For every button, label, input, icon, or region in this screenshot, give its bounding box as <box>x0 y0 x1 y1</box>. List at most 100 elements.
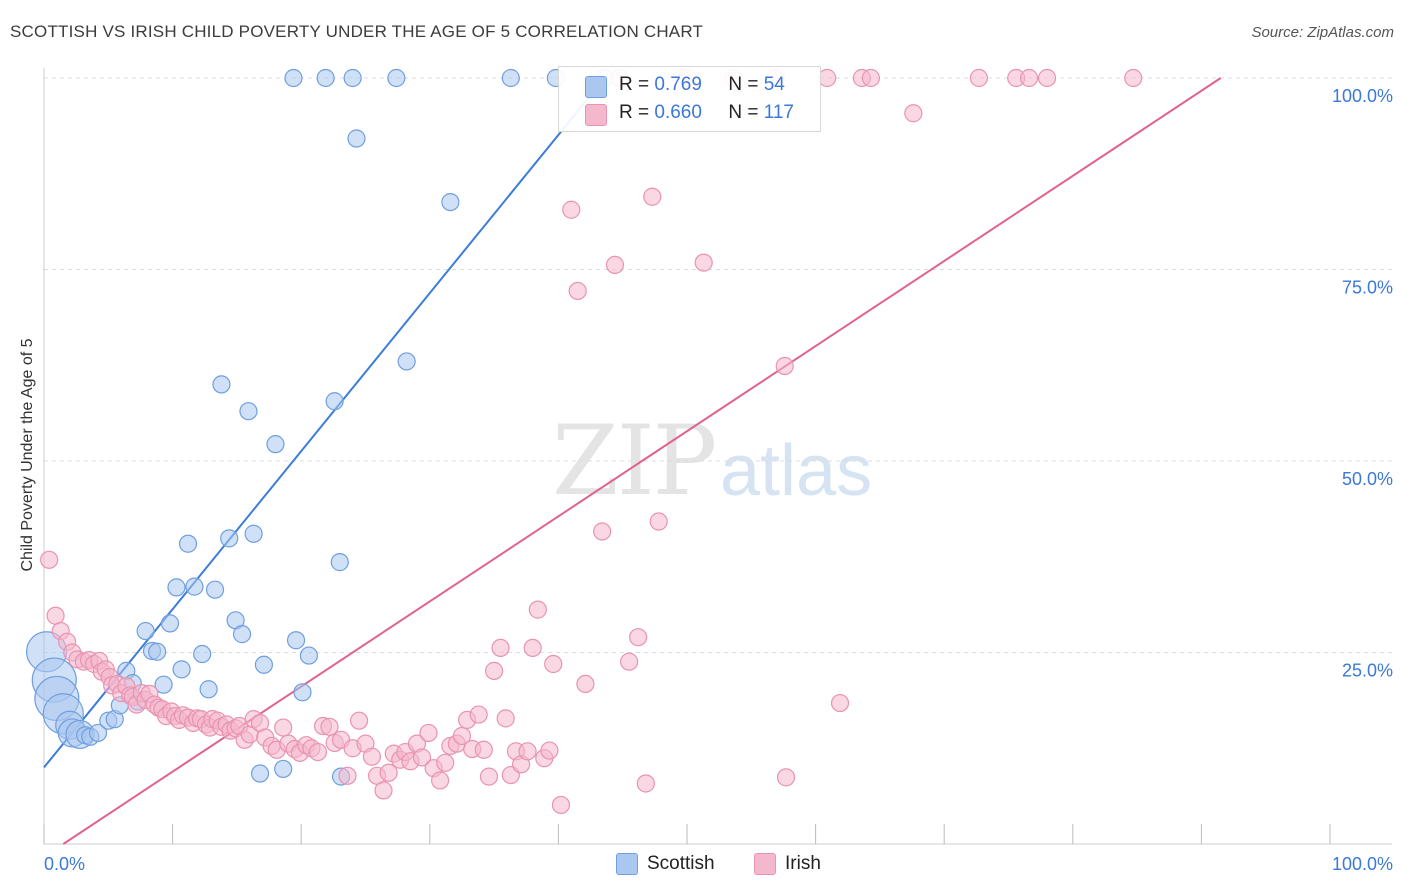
legend-text-irish: R = 0.660 N = 117 <box>619 102 794 124</box>
point-irish-104 <box>593 522 612 541</box>
tick-labels: 25.0% 50.0% 75.0% 100.0% 0.0% 100.0% <box>44 86 1393 874</box>
trend-line-scottish <box>43 77 606 769</box>
point-irish-126 <box>1019 68 1039 88</box>
point-irish-103 <box>576 674 595 694</box>
point-irish-82 <box>452 726 472 746</box>
point-scottish-44 <box>330 553 349 572</box>
legend-n-label: N = <box>728 102 764 123</box>
point-scottish-48 <box>387 68 406 88</box>
point-irish-95 <box>523 638 542 658</box>
point-irish-102 <box>568 281 587 301</box>
x-tick-label-max: 100.0% <box>1332 854 1393 874</box>
point-scottish-18 <box>148 642 167 661</box>
point-irish-90 <box>496 709 515 728</box>
y-tick-label-25: 25.0% <box>1342 661 1393 681</box>
point-scottish-38 <box>284 68 303 88</box>
point-irish-85 <box>469 705 488 724</box>
point-scottish-16 <box>136 621 155 641</box>
point-scottish-19 <box>154 675 173 694</box>
point-irish-127 <box>1037 68 1057 88</box>
point-irish-79 <box>436 753 455 772</box>
point-scottish-46 <box>343 68 362 88</box>
point-scottish-43 <box>325 392 344 411</box>
point-irish-120 <box>830 693 850 713</box>
point-scottish-31 <box>232 625 252 644</box>
point-irish-111 <box>649 512 668 531</box>
point-irish-105 <box>605 255 625 275</box>
point-irish-128 <box>1124 68 1143 88</box>
point-irish-101 <box>562 200 581 219</box>
point-irish-66 <box>362 747 382 766</box>
point-scottish-51 <box>501 68 520 88</box>
point-irish-0 <box>40 550 59 569</box>
legend-swatch-irish <box>585 104 607 126</box>
legend-swatch-scottish <box>585 76 607 98</box>
gridlines <box>44 77 1392 653</box>
point-scottish-47 <box>347 129 366 148</box>
legend-box: R = 0.769 N = 54 R = 0.660 N = 117 <box>558 66 821 132</box>
bottom-legend-label-scottish: Scottish <box>647 853 715 874</box>
point-irish-86 <box>474 740 493 759</box>
point-irish-114 <box>694 253 713 272</box>
point-scottish-39 <box>286 631 306 650</box>
point-irish-62 <box>338 766 357 785</box>
point-scottish-23 <box>178 534 198 553</box>
point-irish-59 <box>320 717 339 736</box>
point-scottish-50 <box>441 192 460 212</box>
x-tick-label-min: 0.0% <box>44 854 85 874</box>
source-label: Source: ZipAtlas.com <box>1251 24 1394 41</box>
point-scottish-22 <box>172 660 191 679</box>
point-scottish-20 <box>160 614 180 633</box>
point-scottish-9 <box>88 723 108 743</box>
point-irish-118 <box>776 768 796 787</box>
bottom-swatch-scottish <box>616 853 638 875</box>
point-scottish-41 <box>299 646 319 665</box>
watermark-atlas: atlas <box>720 431 873 511</box>
data-points <box>25 68 1143 815</box>
point-irish-78 <box>430 771 450 790</box>
point-irish-68 <box>374 781 393 800</box>
legend-r-value-irish: 0.660 <box>654 102 702 123</box>
point-irish-124 <box>969 68 989 88</box>
point-irish-110 <box>643 187 662 206</box>
point-irish-123 <box>904 104 923 123</box>
point-irish-100 <box>551 795 571 815</box>
legend-r-value-scottish: 0.769 <box>654 74 702 95</box>
point-scottish-25 <box>193 644 212 664</box>
point-irish-119 <box>818 68 837 88</box>
point-scottish-33 <box>244 524 263 543</box>
y-axis-label: Child Poverty Under the Age of 5 <box>19 338 36 572</box>
legend-n-value-scottish: 54 <box>763 74 785 95</box>
legend-n-value-irish: 117 <box>763 102 794 123</box>
y-tick-label-75: 75.0% <box>1342 278 1393 298</box>
point-irish-109 <box>636 774 655 793</box>
point-irish-96 <box>528 600 547 619</box>
point-irish-69 <box>379 763 398 782</box>
point-irish-117 <box>775 356 794 376</box>
point-scottish-42 <box>316 68 335 88</box>
point-scottish-35 <box>254 655 274 674</box>
y-tick-label-50: 50.0% <box>1342 469 1393 489</box>
point-irish-76 <box>419 723 438 743</box>
legend-text-scottish: R = 0.769 N = 54 <box>619 74 785 96</box>
point-scottish-37 <box>274 759 293 779</box>
point-irish-122 <box>861 68 880 88</box>
legend-n-label: N = <box>728 74 764 95</box>
point-irish-94 <box>518 742 537 761</box>
point-scottish-34 <box>250 764 270 783</box>
legend-r-label: R = <box>619 102 655 123</box>
point-irish-99 <box>544 654 563 674</box>
point-scottish-21 <box>167 578 186 597</box>
bottom-legend-label-irish: Irish <box>785 853 821 874</box>
point-irish-64 <box>349 711 369 730</box>
point-irish-75 <box>412 748 432 767</box>
y-tick-label-100: 100.0% <box>1332 86 1393 106</box>
watermark-zip: ZIP <box>552 405 717 517</box>
point-irish-88 <box>485 661 504 680</box>
point-irish-89 <box>491 638 510 658</box>
point-scottish-29 <box>220 529 239 548</box>
chart-title: SCOTTISH VS IRISH CHILD POVERTY UNDER TH… <box>10 22 704 41</box>
point-scottish-40 <box>293 683 312 702</box>
point-irish-98 <box>540 741 559 760</box>
point-irish-1 <box>46 606 65 625</box>
